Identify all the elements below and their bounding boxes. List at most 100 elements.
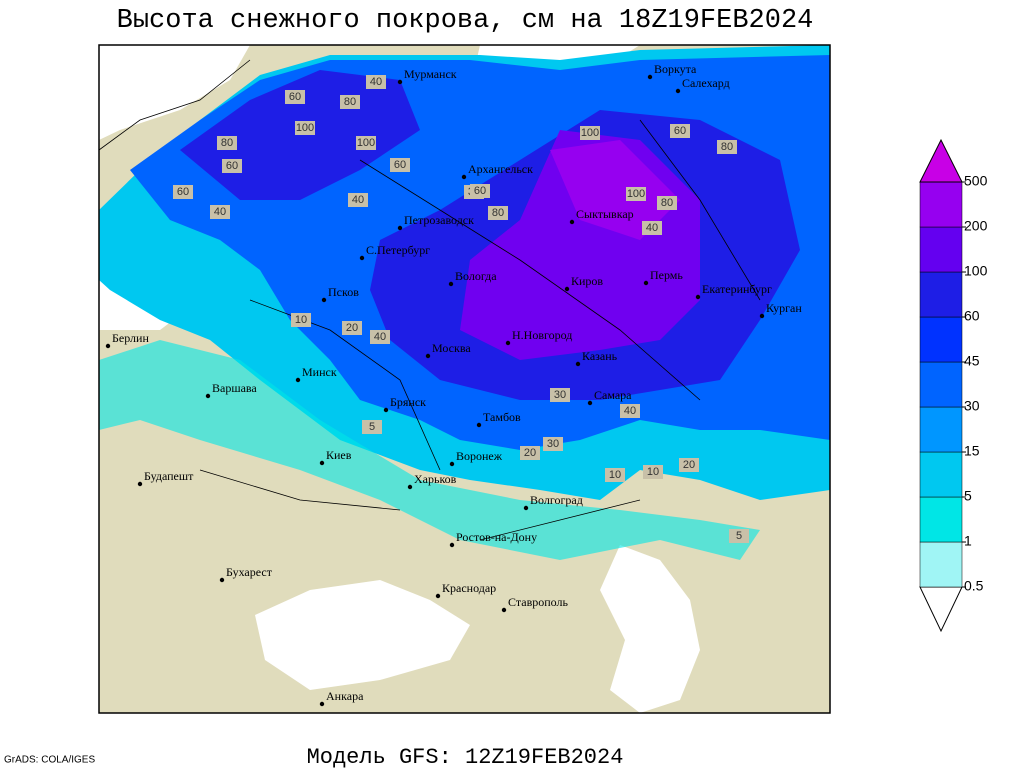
contour-label-bg [626,187,646,201]
contour-label: 10 [647,466,659,478]
city-label: Киев [326,448,352,462]
colorbar-bin [919,271,963,318]
contour-label: 60 [177,186,189,198]
map-frame [98,44,831,714]
city-label: Берлин [112,331,149,345]
city-label: Варшава [212,381,257,395]
colorbar-label: 45 [964,353,980,369]
contour-label: 100 [581,127,599,139]
city-dot [359,255,365,261]
city-label: С.Петербург [366,243,430,257]
city-dot [643,280,649,286]
contour-label: 40 [374,331,386,343]
contour-label: 100 [627,188,645,200]
contour-label: 40 [214,206,226,218]
city-label: Анкара [326,689,364,703]
contour-label-bg [550,388,570,402]
city-dot [759,313,765,319]
city-dot [476,422,482,428]
contour-label-bg [642,221,662,235]
colorbar-bin [919,541,963,588]
city-dot [105,343,111,349]
contour-label: 40 [646,222,658,234]
city-dot [205,393,211,399]
contour-label: 30 [547,438,559,450]
colorbar-label: 5 [964,488,972,504]
contour-label-bg [370,330,390,344]
contour-label: 80 [221,137,233,149]
city-label: Псков [328,285,359,299]
city-label: Бухарест [226,565,273,579]
city-dot [505,340,511,346]
colorbar-bin [919,316,963,363]
colorbar-bin [919,496,963,543]
city-label: Краснодар [442,581,496,595]
contour-label: 40 [370,76,382,88]
colorbar-bin [919,406,963,453]
city-dot [319,701,325,707]
colorbar-bin [919,226,963,273]
city-dot [319,460,325,466]
colorbar-bin [919,361,963,408]
colorbar-label: 30 [964,398,980,414]
city-dot [569,219,575,225]
contour-label-bg [340,95,360,109]
contour-label: 40 [352,194,364,206]
colorbar-label: 0.5 [964,578,984,594]
contour-label: 5 [369,421,375,433]
contour-label: 60 [394,159,406,171]
snow-1 [99,340,760,560]
city-label: Ростов-на-Дону [456,530,537,544]
city-dot [295,377,301,383]
contour-label-bg [717,140,737,154]
contour-label-bg [670,124,690,138]
city-label: Москва [432,341,471,355]
contour-label-bg [657,196,677,210]
city-dot [575,361,581,367]
city-dot [587,400,593,406]
contour-label-bg [295,121,315,135]
colorbar-label: 15 [964,443,980,459]
city-label: Салехард [682,76,730,90]
city-dot [407,484,413,490]
contour-label: 100 [296,122,314,134]
contour-label: 80 [492,207,504,219]
city-label: Харьков [414,472,457,486]
colorbar-label: 500 [964,173,988,189]
city-label: Тамбов [483,410,521,424]
contour-label: 80 [344,96,356,108]
city-label: Брянск [390,395,426,409]
colorbar-cap [919,586,963,633]
contour-label: 5 [736,530,742,542]
city-label: Воронеж [456,449,503,463]
contour-label: 60 [474,185,486,197]
contour-label: 100 [357,137,375,149]
contour-label-bg [285,90,305,104]
city-label: Петрозаводск [404,213,474,227]
city-dot [695,294,701,300]
contour-label-bg [217,136,237,150]
contour-label-bg [488,206,508,220]
contour-label-bg [543,437,563,451]
city-label: Самара [594,388,632,402]
city-dot [383,407,389,413]
contour-label-bg [222,159,242,173]
colorbar-bin [919,181,963,228]
contour-label-bg [580,126,600,140]
contour-label: 20 [346,322,358,334]
credit: GrADS: COLA/IGES [4,755,95,766]
snow-200 [550,140,680,240]
contour-label: 60 [289,91,301,103]
city-dot [523,505,529,511]
contour-label-bg [605,468,625,482]
city-dot [647,74,653,80]
black-sea [255,580,470,690]
contour-label: 10 [295,314,307,326]
contour-label: 30 [554,389,566,401]
city-dot [501,607,507,613]
city-dot [675,88,681,94]
city-label: Будапешт [144,469,194,483]
city-label: Казань [582,349,618,363]
